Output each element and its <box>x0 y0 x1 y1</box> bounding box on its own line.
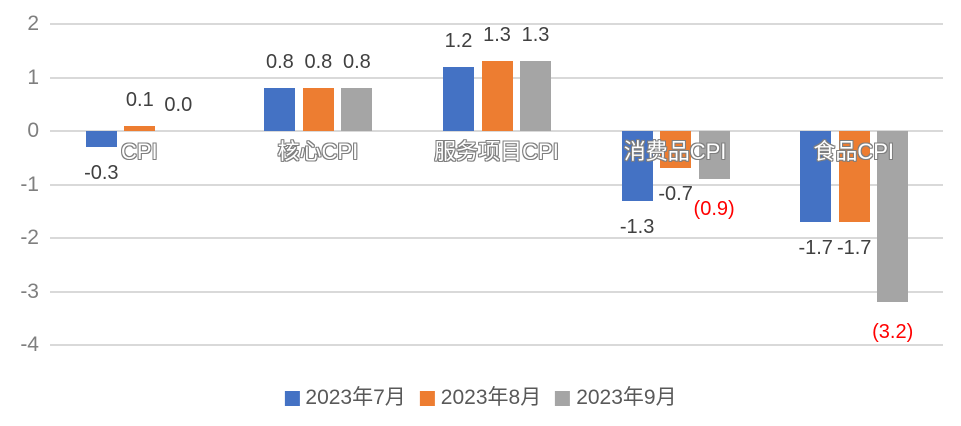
category-label: 消费品CPI <box>623 139 727 164</box>
y-axis-tick-label: -2 <box>20 226 39 249</box>
data-label: (0.9) <box>693 198 735 221</box>
data-label: 1.3 <box>521 24 550 47</box>
bar <box>124 125 156 131</box>
y-axis-tick-label: 2 <box>27 12 39 35</box>
data-label: -1.3 <box>619 215 655 238</box>
bar <box>800 131 832 222</box>
bar <box>302 88 334 131</box>
y-axis-tick-label: -4 <box>20 333 39 356</box>
bar <box>698 131 730 180</box>
data-label: -1.7 <box>836 236 872 259</box>
data-label: 0.1 <box>125 88 154 111</box>
data-label: 1.2 <box>444 29 473 52</box>
legend: 2023年7月 2023年8月 2023年9月 <box>284 386 677 409</box>
legend-item: 2023年8月 <box>419 386 542 409</box>
gridline <box>50 23 943 25</box>
gridline <box>50 290 943 293</box>
category-label: 食品CPI <box>813 139 895 164</box>
data-label: -1.7 <box>798 236 833 259</box>
bar <box>660 131 692 169</box>
bar <box>520 61 551 131</box>
bar <box>838 131 870 222</box>
legend-label: 2023年8月 <box>440 386 542 409</box>
gridline <box>50 344 943 346</box>
bar <box>443 66 474 131</box>
data-label: -0.7 <box>658 183 693 206</box>
category-label: 服务项目CPI <box>434 139 559 164</box>
bar <box>85 131 117 148</box>
y-axis-tick-label: 0 <box>27 119 39 142</box>
legend-swatch-icon <box>284 390 300 406</box>
bar <box>264 88 296 131</box>
y-axis-tick-label: 1 <box>27 65 39 89</box>
data-label: 0.8 <box>265 51 294 74</box>
data-label: 1.3 <box>483 24 511 47</box>
legend-label: 2023年9月 <box>576 386 677 409</box>
legend-swatch-icon <box>555 390 571 406</box>
data-label: -0.3 <box>84 162 119 185</box>
y-axis-tick-label: -3 <box>20 279 39 303</box>
legend-item: 2023年7月 <box>284 386 406 409</box>
bar <box>877 131 909 303</box>
data-label: 0.0 <box>164 94 193 116</box>
bar <box>341 88 373 131</box>
legend-item: 2023年9月 <box>555 386 677 409</box>
legend-label: 2023年7月 <box>305 386 406 409</box>
bar <box>481 61 513 131</box>
gridline <box>50 130 943 132</box>
bar <box>621 131 653 201</box>
legend-swatch-icon <box>419 390 435 406</box>
data-label: 0.8 <box>342 51 371 74</box>
category-label: CPI <box>120 139 158 164</box>
y-axis-tick-label: -1 <box>20 172 39 196</box>
gridline <box>50 183 943 186</box>
category-label: 核心CPI <box>277 139 359 164</box>
gridline <box>50 237 943 239</box>
data-label: 0.8 <box>304 51 333 74</box>
data-label: (3.2) <box>872 321 914 344</box>
